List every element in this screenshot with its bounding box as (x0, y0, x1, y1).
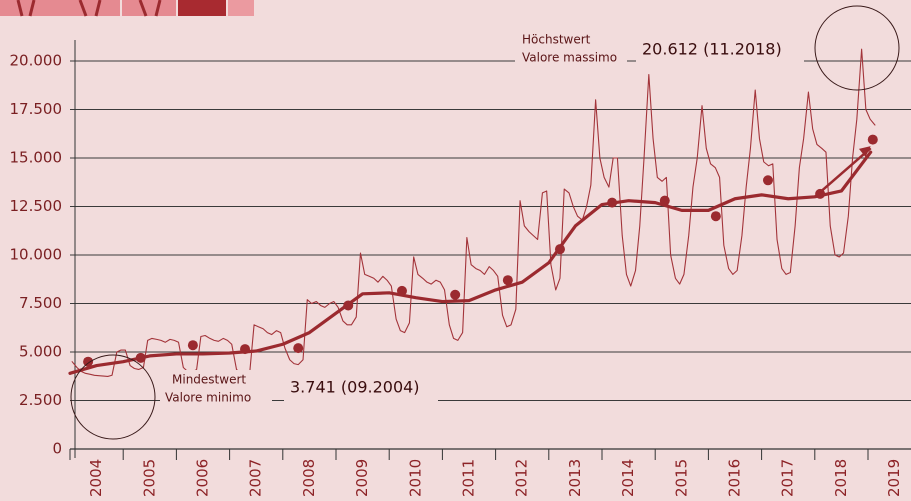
data-point (396, 285, 407, 296)
data-point (450, 289, 461, 300)
y-tick-label: 5.000 (19, 343, 62, 361)
x-tick-label: 2006 (194, 459, 212, 497)
data-point (187, 340, 198, 351)
x-tick-label: 2011 (460, 459, 478, 497)
header-decoration (0, 0, 254, 17)
annotation: 20.612 (11.2018) (642, 40, 782, 59)
x-tick-label: 2018 (832, 459, 850, 497)
x-tick-label: 2012 (513, 459, 531, 497)
annotation: Valore massimo (522, 51, 617, 65)
x-tick-label: 2014 (619, 459, 637, 497)
annotation-bg (515, 30, 627, 66)
min-circle (70, 354, 156, 440)
annotation: Mindestwert (172, 373, 246, 387)
data-point (83, 356, 94, 367)
trend-line (68, 150, 873, 375)
y-tick-label: 12.500 (10, 197, 63, 215)
data-layer (68, 48, 878, 377)
y-tick-label: 0 (52, 440, 62, 458)
trend-arrow-head (858, 146, 871, 158)
max-circle (814, 5, 900, 91)
data-point (607, 197, 618, 208)
annotation: Valore minimo (165, 391, 251, 405)
x-tick-label: 2007 (247, 459, 265, 497)
data-point (867, 134, 878, 145)
data-point (710, 211, 721, 222)
x-tick-label: 2015 (672, 459, 690, 497)
data-point (554, 244, 565, 255)
x-tick-label: 2017 (779, 459, 797, 497)
trend-arrow-shaft (813, 147, 872, 198)
data-point (659, 195, 670, 206)
data-point (343, 300, 354, 311)
data-point (502, 275, 513, 286)
data-point (135, 352, 146, 363)
x-tick-label: 2004 (87, 459, 105, 497)
y-tick-label: 20.000 (10, 52, 63, 70)
x-tick-label: 2009 (353, 459, 371, 497)
annotation-bg (160, 370, 272, 406)
x-tick-label: 2016 (726, 459, 744, 497)
monthly-line (71, 48, 876, 377)
x-tick-label: 2005 (140, 459, 158, 497)
x-boundary-ticks (69, 449, 869, 460)
y-tick-label: 10.000 (10, 246, 63, 264)
y-tick-label: 2.500 (19, 391, 62, 409)
y-tick-label: 15.000 (10, 149, 63, 167)
grid-layer: 0 2.500 5.000 7.500 10.000 12.500 15.000 17.500… (10, 52, 911, 497)
y-tick-label: 17.500 (10, 100, 63, 118)
data-point (240, 344, 251, 355)
annotation: Höchstwert (522, 33, 591, 47)
annotation: 3.741 (09.2004) (290, 378, 420, 397)
x-tick-label: 2008 (300, 459, 318, 497)
data-point (293, 343, 304, 354)
x-tick-label: 2013 (566, 459, 584, 497)
annotation-bg (636, 38, 804, 64)
data-point (815, 188, 826, 199)
y-tick-label: 7.500 (19, 294, 62, 312)
x-tick-label: 2019 (885, 459, 903, 497)
data-point (762, 175, 773, 186)
x-tick-label: 2010 (406, 459, 424, 497)
annotation-bg (284, 376, 438, 402)
